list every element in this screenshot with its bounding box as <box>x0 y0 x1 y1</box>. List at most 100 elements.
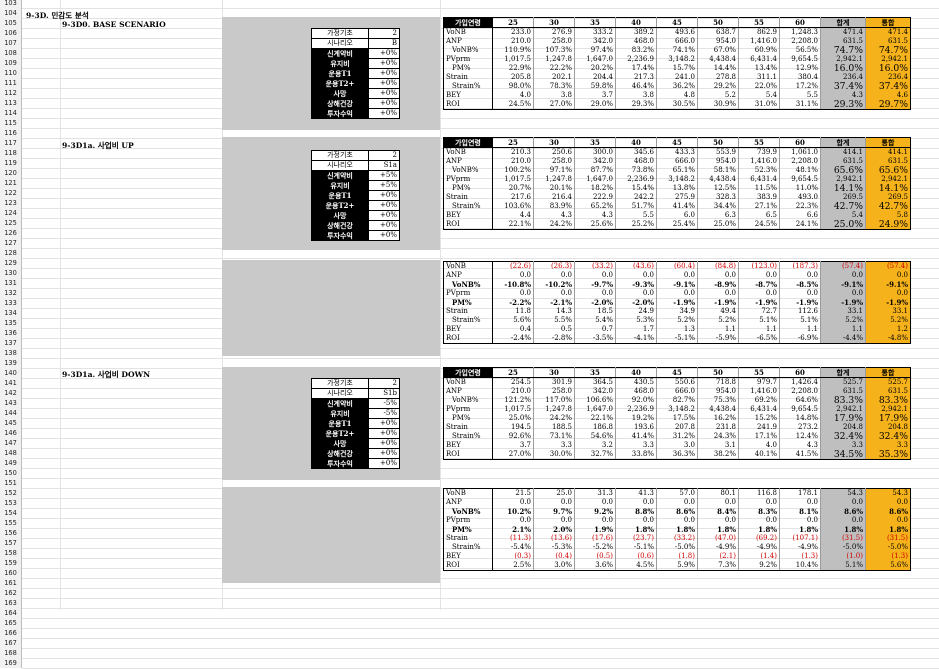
table-cell[interactable]: 24.9 <box>615 307 657 316</box>
column-header[interactable]: 55 <box>738 367 780 378</box>
table-cell[interactable]: 15.7% <box>656 64 698 73</box>
table-cell[interactable]: 269.5 <box>865 193 911 202</box>
row-number[interactable]: 146 <box>0 428 22 438</box>
row-label[interactable]: VoNB <box>443 261 493 271</box>
table-cell[interactable]: 17.9% <box>865 414 911 423</box>
table-cell[interactable]: 0.0 <box>779 289 821 298</box>
table-cell[interactable]: 0.0 <box>865 516 911 525</box>
table-cell[interactable]: 345.6 <box>615 147 657 157</box>
table-cell[interactable]: 3.6% <box>574 561 616 571</box>
table-cell[interactable]: -9.7% <box>574 280 616 289</box>
table-cell[interactable]: 0.7 <box>574 325 616 334</box>
table-cell[interactable]: (107.1) <box>779 534 821 543</box>
table-cell[interactable]: 31.2% <box>656 432 698 441</box>
table-cell[interactable]: 29.2% <box>697 82 739 91</box>
table-cell[interactable]: 18.2% <box>574 184 616 193</box>
column-header[interactable]: 50 <box>697 17 739 28</box>
table-cell[interactable]: 1.2 <box>865 325 911 334</box>
table-cell[interactable]: 236.4 <box>865 73 911 82</box>
table-cell[interactable]: 30.5% <box>656 100 698 110</box>
table-cell[interactable]: 36.3% <box>656 450 698 460</box>
table-cell[interactable]: 27.0% <box>533 100 575 110</box>
table-cell[interactable]: 17.9% <box>820 414 866 423</box>
table-cell[interactable]: 4,438.4 <box>697 55 739 64</box>
table-cell[interactable]: 24.5% <box>738 220 780 230</box>
table-cell[interactable]: 210.0 <box>492 157 534 166</box>
table-cell[interactable]: -9.3% <box>615 280 657 289</box>
table-cell[interactable]: 0.0 <box>492 271 534 280</box>
table-cell[interactable]: 8.6% <box>820 507 866 516</box>
table-cell[interactable]: 25.6% <box>574 220 616 230</box>
row-number[interactable]: 157 <box>0 538 22 548</box>
table-cell[interactable]: 5.8 <box>865 211 911 220</box>
table-cell[interactable]: 56.5% <box>779 46 821 55</box>
table-cell[interactable]: 103.6% <box>492 202 534 211</box>
table-cell[interactable]: 5.1% <box>820 561 866 571</box>
table-cell[interactable]: 98.0% <box>492 82 534 91</box>
table-cell[interactable]: -4.1% <box>615 334 657 344</box>
column-header[interactable]: 통합 <box>865 367 911 378</box>
row-label[interactable]: ROI <box>443 220 493 230</box>
table-cell[interactable]: 383.9 <box>738 193 780 202</box>
table-cell[interactable]: 328.3 <box>697 193 739 202</box>
table-cell[interactable]: 97.4% <box>574 46 616 55</box>
table-cell[interactable]: 3.3 <box>615 441 657 450</box>
table-cell[interactable]: 22.0% <box>738 82 780 91</box>
table-cell[interactable]: 258.0 <box>533 387 575 396</box>
table-cell[interactable]: -6.9% <box>779 334 821 344</box>
table-cell[interactable]: 0.0 <box>738 271 780 280</box>
table-cell[interactable]: (13.6) <box>533 534 575 543</box>
row-number[interactable]: 133 <box>0 298 22 308</box>
table-cell[interactable]: (84.8) <box>697 261 739 271</box>
assumption-value[interactable]: -5% <box>368 408 400 419</box>
table-cell[interactable]: 51.7% <box>615 202 657 211</box>
table-cell[interactable]: -2.0% <box>574 298 616 307</box>
table-cell[interactable]: 4.3 <box>574 211 616 220</box>
table-cell[interactable]: 0.0 <box>615 289 657 298</box>
row-number[interactable]: 131 <box>0 278 22 288</box>
table-cell[interactable]: 83.9% <box>533 202 575 211</box>
table-cell[interactable]: 35.3% <box>865 450 911 460</box>
table-cell[interactable]: 20.7% <box>492 184 534 193</box>
table-cell[interactable]: (0.6) <box>615 552 657 561</box>
table-cell[interactable]: 471.4 <box>820 27 866 37</box>
table-cell[interactable]: 525.7 <box>865 377 911 387</box>
table-cell[interactable]: 8.8% <box>615 507 657 516</box>
row-label[interactable]: ROI <box>443 100 493 110</box>
row-number[interactable]: 144 <box>0 408 22 418</box>
table-cell[interactable]: 4.3 <box>779 441 821 450</box>
row-label[interactable]: Strain <box>443 307 493 316</box>
table-cell[interactable]: 210.0 <box>492 387 534 396</box>
column-header[interactable]: 40 <box>615 137 657 148</box>
table-cell[interactable]: 493.6 <box>656 27 698 37</box>
table-cell[interactable]: 468.0 <box>615 157 657 166</box>
row-number[interactable]: 125 <box>0 218 22 228</box>
table-cell[interactable]: 0.0 <box>779 516 821 525</box>
table-cell[interactable]: 430.5 <box>615 377 657 387</box>
table-cell[interactable]: -6.5% <box>738 334 780 344</box>
assumption-value[interactable]: +0% <box>368 458 400 469</box>
table-cell[interactable]: 6.5 <box>738 211 780 220</box>
row-number[interactable]: 111 <box>0 78 22 88</box>
row-label[interactable]: ANP <box>443 37 493 46</box>
row-label[interactable]: PVprm <box>443 175 493 184</box>
table-cell[interactable]: 1.1 <box>738 325 780 334</box>
column-header[interactable]: 30 <box>533 137 575 148</box>
assumption-value[interactable]: +0% <box>368 190 400 201</box>
row-number[interactable]: 110 <box>0 68 22 78</box>
row-number[interactable]: 140 <box>0 368 22 378</box>
table-cell[interactable]: 54.6% <box>574 432 616 441</box>
table-cell[interactable]: 58.1% <box>697 166 739 175</box>
table-cell[interactable]: -1.9% <box>738 298 780 307</box>
table-cell[interactable]: 52.3% <box>738 166 780 175</box>
table-cell[interactable]: 64.6% <box>779 396 821 405</box>
assumption-value[interactable]: +0% <box>368 428 400 439</box>
table-cell[interactable]: 254.5 <box>492 377 534 387</box>
table-cell[interactable]: 0.0 <box>820 289 866 298</box>
table-cell[interactable]: 65.1% <box>656 166 698 175</box>
table-cell[interactable]: (60.4) <box>656 261 698 271</box>
table-cell[interactable]: 24.9% <box>865 220 911 230</box>
assumption-value[interactable]: 2 <box>368 150 400 161</box>
row-number[interactable]: 117 <box>0 138 22 148</box>
row-number[interactable]: 155 <box>0 518 22 528</box>
